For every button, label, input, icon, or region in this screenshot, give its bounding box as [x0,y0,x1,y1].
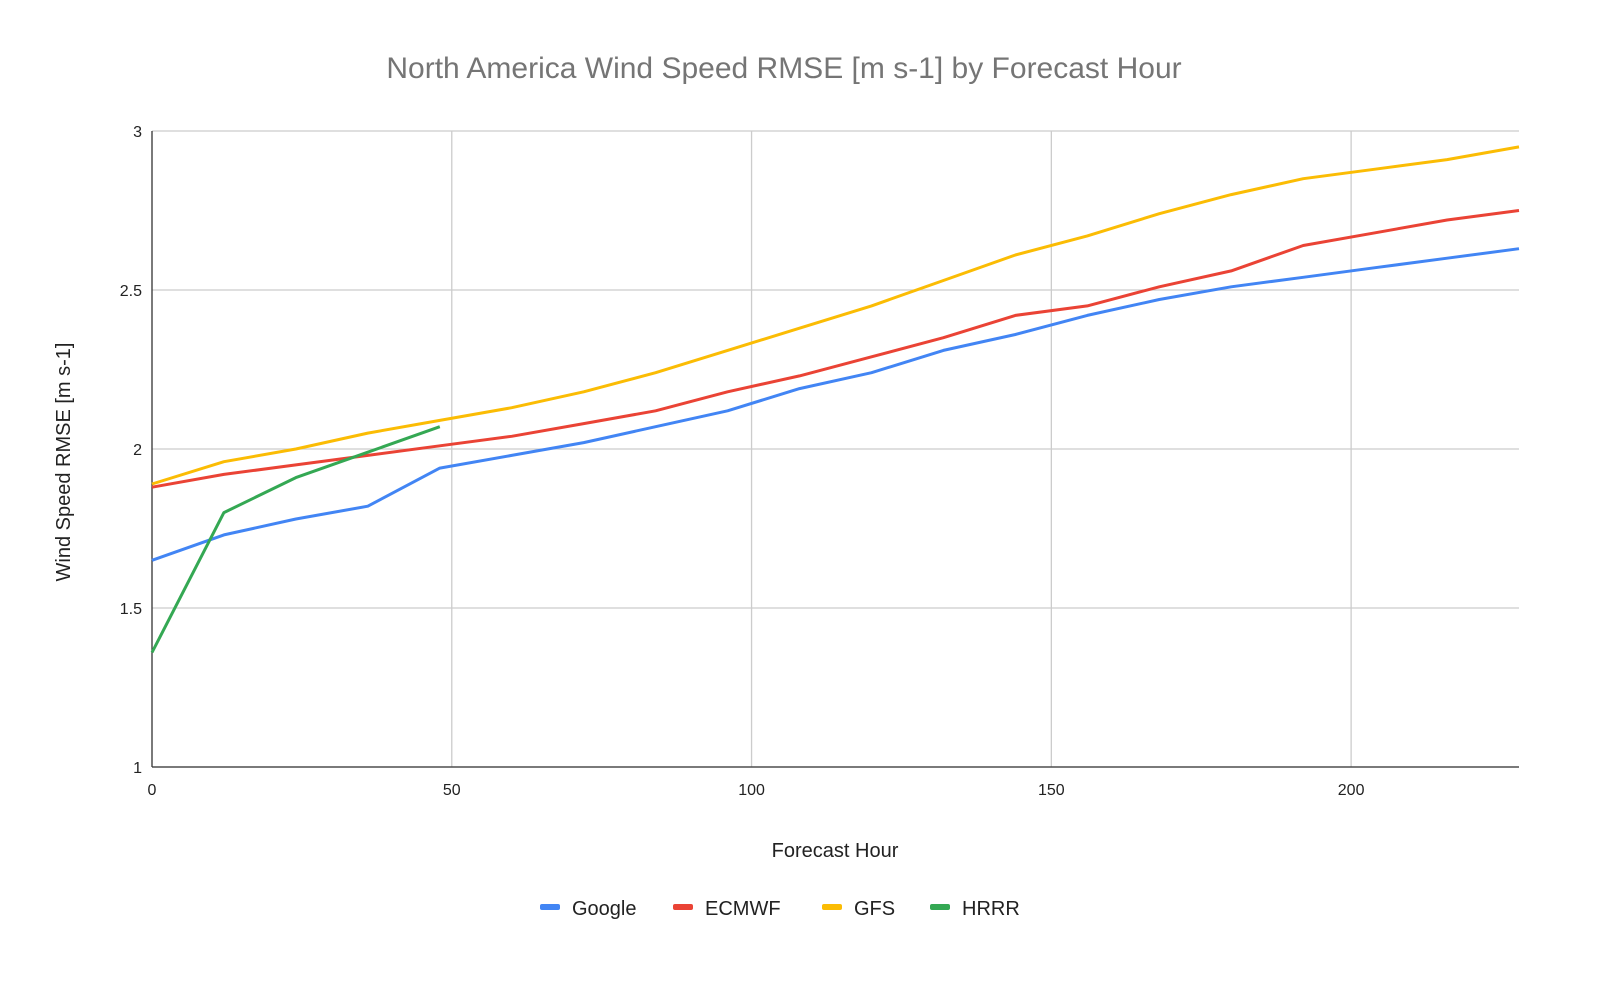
legend-swatch [540,904,560,910]
legend-label: Google [572,898,637,920]
x-tick-label: 200 [1338,782,1365,799]
y-tick-label: 1 [133,760,142,777]
legend-label: HRRR [962,898,1020,920]
series-line-ecmwf [151,209,1520,489]
legend-swatch [822,904,842,910]
chart-title: North America Wind Speed RMSE [m s-1] by… [386,52,1181,85]
x-axis-label: Forecast Hour [772,840,899,862]
x-tick-label: 50 [443,782,461,799]
legend-item-google: Google [540,898,637,920]
legend-item-gfs: GFS [822,898,895,920]
x-tick-label: 0 [148,782,157,799]
y-tick-label: 3 [133,124,142,141]
legend-label: ECMWF [705,898,781,920]
legend-item-ecmwf: ECMWF [673,898,781,920]
y-axis-label: Wind Speed RMSE [m s-1] [53,343,75,582]
series-line-gfs [151,145,1520,486]
legend-swatch [673,904,693,910]
legend-swatch [930,904,950,910]
x-tick-label: 150 [1038,782,1065,799]
series-line-hrrr [150,425,441,654]
legend-label: GFS [854,898,895,920]
series-line-google [151,247,1520,562]
y-tick-label: 2.5 [120,283,142,300]
x-tick-label: 100 [738,782,765,799]
legend-item-hrrr: HRRR [930,898,1020,920]
y-tick-label: 2 [133,442,142,459]
y-tick-label: 1.5 [120,601,142,618]
